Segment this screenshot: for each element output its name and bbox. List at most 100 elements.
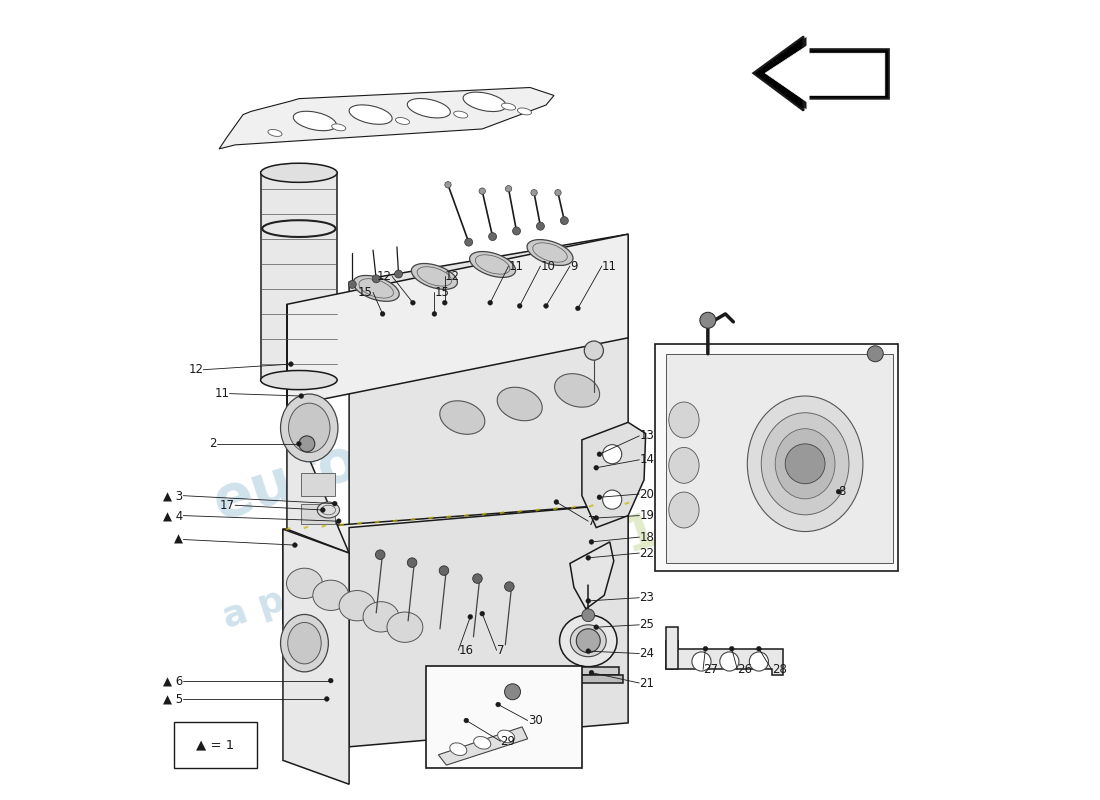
Ellipse shape: [669, 492, 700, 528]
Ellipse shape: [288, 622, 321, 664]
Polygon shape: [439, 727, 528, 765]
Polygon shape: [666, 641, 783, 675]
Circle shape: [594, 625, 598, 630]
Ellipse shape: [332, 124, 345, 131]
Polygon shape: [287, 234, 628, 406]
Circle shape: [729, 646, 734, 651]
Ellipse shape: [363, 602, 399, 632]
Circle shape: [288, 362, 294, 366]
Ellipse shape: [440, 401, 485, 434]
Circle shape: [590, 539, 594, 544]
Text: 18: 18: [639, 530, 654, 544]
Circle shape: [293, 542, 297, 547]
Circle shape: [703, 646, 708, 651]
Circle shape: [372, 275, 381, 283]
Circle shape: [554, 500, 559, 505]
Text: 9: 9: [570, 259, 578, 273]
Circle shape: [349, 281, 356, 288]
Text: ▲ 5: ▲ 5: [163, 693, 184, 706]
Circle shape: [867, 346, 883, 362]
Text: 25: 25: [639, 618, 654, 631]
Polygon shape: [582, 422, 646, 527]
Circle shape: [407, 558, 417, 567]
Ellipse shape: [669, 447, 700, 483]
Circle shape: [488, 233, 496, 241]
Circle shape: [586, 555, 591, 560]
Circle shape: [299, 394, 304, 398]
Text: 15: 15: [359, 286, 373, 299]
Circle shape: [496, 702, 500, 707]
Circle shape: [554, 190, 561, 196]
Text: 19: 19: [639, 509, 654, 522]
Circle shape: [584, 341, 604, 360]
Ellipse shape: [280, 394, 338, 462]
Circle shape: [560, 217, 569, 225]
Text: 8: 8: [838, 485, 846, 498]
Polygon shape: [766, 45, 884, 103]
Circle shape: [473, 574, 482, 583]
Circle shape: [836, 490, 842, 494]
Ellipse shape: [502, 103, 516, 110]
Polygon shape: [558, 667, 618, 675]
Ellipse shape: [268, 130, 282, 136]
Circle shape: [320, 508, 326, 513]
Circle shape: [332, 502, 337, 506]
Circle shape: [444, 182, 451, 188]
Circle shape: [582, 609, 595, 622]
Text: ▲ 3: ▲ 3: [163, 489, 184, 502]
Text: 24: 24: [639, 647, 654, 660]
Circle shape: [586, 598, 591, 603]
Bar: [427, 666, 582, 768]
Text: 23: 23: [639, 591, 654, 604]
Text: 30: 30: [528, 714, 542, 727]
Circle shape: [381, 311, 385, 316]
Circle shape: [719, 652, 739, 671]
Circle shape: [297, 442, 301, 446]
Ellipse shape: [470, 251, 516, 278]
Circle shape: [442, 300, 448, 305]
Circle shape: [757, 646, 761, 651]
Ellipse shape: [312, 580, 349, 610]
Ellipse shape: [497, 387, 542, 421]
Circle shape: [603, 445, 622, 464]
Ellipse shape: [450, 743, 466, 755]
Polygon shape: [349, 504, 628, 746]
Circle shape: [594, 466, 598, 470]
Ellipse shape: [407, 98, 450, 118]
Text: eurospares: eurospares: [207, 364, 575, 532]
Circle shape: [432, 311, 437, 316]
Circle shape: [324, 697, 329, 702]
Text: 22: 22: [639, 546, 654, 559]
Text: ▲ = 1: ▲ = 1: [196, 738, 234, 752]
Polygon shape: [261, 173, 337, 380]
Polygon shape: [349, 234, 628, 553]
Bar: [301, 504, 334, 523]
Ellipse shape: [497, 730, 515, 742]
Circle shape: [576, 629, 601, 653]
Circle shape: [603, 490, 622, 510]
Circle shape: [410, 300, 416, 305]
Text: 11: 11: [602, 259, 617, 273]
Text: 28: 28: [771, 663, 786, 676]
Ellipse shape: [280, 614, 329, 672]
Circle shape: [464, 238, 473, 246]
Circle shape: [329, 678, 333, 683]
Text: 12: 12: [188, 363, 204, 376]
Circle shape: [505, 684, 520, 700]
Circle shape: [480, 611, 485, 616]
Text: 27: 27: [703, 663, 718, 676]
Circle shape: [505, 582, 514, 591]
Ellipse shape: [261, 163, 337, 182]
Circle shape: [575, 306, 581, 310]
Ellipse shape: [554, 374, 600, 407]
Ellipse shape: [349, 105, 392, 124]
Ellipse shape: [387, 612, 422, 642]
Ellipse shape: [474, 737, 491, 749]
Ellipse shape: [560, 615, 617, 666]
Ellipse shape: [317, 502, 340, 518]
Ellipse shape: [747, 396, 862, 531]
Text: ▲: ▲: [174, 533, 184, 546]
Ellipse shape: [570, 625, 606, 657]
Circle shape: [749, 652, 769, 671]
Text: 11: 11: [508, 259, 524, 273]
